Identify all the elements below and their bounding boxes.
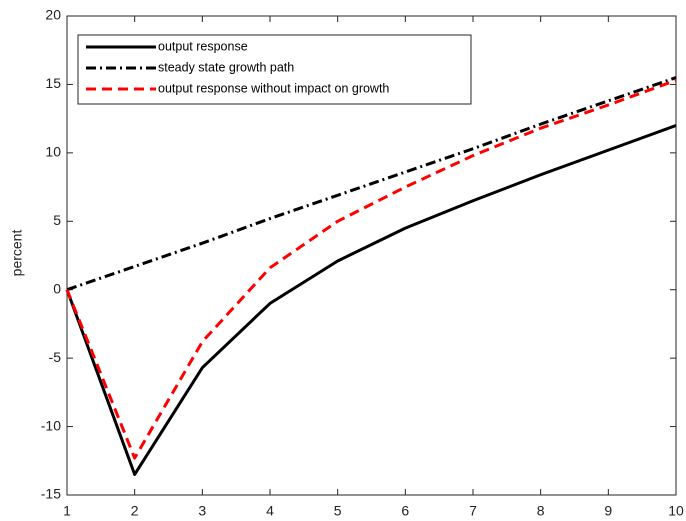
y-tick-label: -5 (49, 349, 62, 365)
x-tick-label: 8 (537, 503, 545, 519)
y-tick-label: 20 (45, 7, 61, 23)
y-tick-label: -10 (41, 417, 61, 433)
y-axis-label: percent (9, 230, 25, 277)
y-tick-label: -15 (41, 486, 61, 502)
x-tick-label: 5 (334, 503, 342, 519)
x-tick-label: 7 (469, 503, 477, 519)
x-tick-label: 1 (63, 503, 71, 519)
legend: output response steady state growth path o… (77, 34, 472, 105)
y-tick-label: 0 (53, 280, 61, 296)
y-tick-label: 10 (45, 144, 61, 160)
series-line (65, 124, 677, 476)
x-tick-label: 2 (131, 503, 139, 519)
x-tick-label: 9 (604, 503, 612, 519)
x-tick-label: 4 (266, 503, 274, 519)
x-tick-label: 3 (198, 503, 206, 519)
legend-label: steady state growth path (158, 60, 294, 74)
legend-label: output response without impact on growth (158, 81, 389, 95)
series-line (66, 76, 677, 292)
x-tick-label: 10 (668, 503, 684, 519)
series-line (65, 78, 677, 460)
legend-label: output response (158, 39, 248, 53)
y-tick-label: 5 (53, 212, 61, 228)
y-tick-label: 15 (45, 75, 61, 91)
x-tick-label: 6 (401, 503, 409, 519)
